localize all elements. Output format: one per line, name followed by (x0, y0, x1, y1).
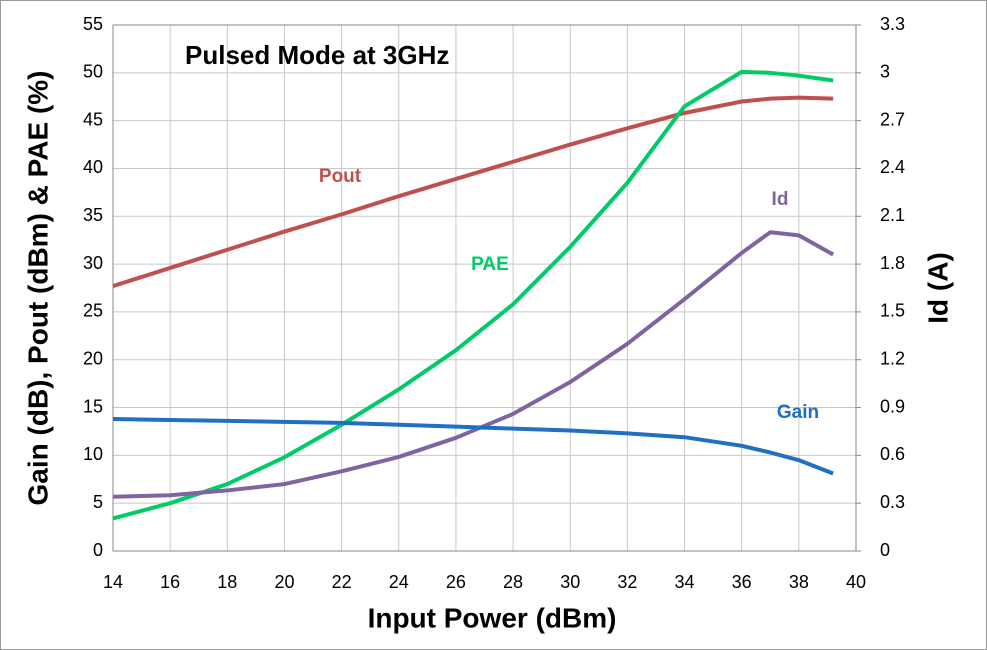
y2-tick-label: 1.5 (880, 301, 905, 321)
y2-tick-label: 0.9 (880, 396, 905, 416)
y2-tick-label: 1.8 (880, 253, 905, 273)
y-tick-label: 25 (83, 301, 103, 321)
x-tick-label: 28 (503, 572, 523, 592)
y-tick-label: 10 (83, 444, 103, 464)
y-tick-label: 55 (83, 14, 103, 34)
x-tick-label: 26 (446, 572, 466, 592)
y2-tick-label: 2.1 (880, 205, 905, 225)
x-tick-label: 30 (560, 572, 580, 592)
series-line (112, 230, 835, 499)
x-tick-label: 18 (217, 572, 237, 592)
x-tick-label: 14 (103, 572, 123, 592)
y-tick-label: 50 (83, 62, 103, 82)
y2-axis-label: Id (A) (922, 252, 953, 324)
x-tick-label: 24 (389, 572, 409, 592)
y-tick-label: 0 (93, 540, 103, 560)
x-tick-label: 36 (732, 572, 752, 592)
y-tick-label: 40 (83, 157, 103, 177)
series-label: Gain (777, 402, 819, 423)
x-tick-label: 22 (332, 572, 352, 592)
plot-area (112, 24, 857, 552)
series-line (112, 417, 834, 476)
x-axis-label: Input Power (dBm) (368, 602, 617, 633)
x-tick-label: 34 (675, 572, 695, 592)
x-tick-label: 38 (789, 572, 809, 592)
x-tick-label: 20 (274, 572, 294, 592)
x-tick-label: 32 (617, 572, 637, 592)
y2-tick-label: 0.6 (880, 444, 905, 464)
y-tick-label: 35 (83, 205, 103, 225)
series-line (112, 69, 834, 521)
y-tick-label: 45 (83, 109, 103, 129)
y2-tick-label: 3 (880, 62, 890, 82)
series-label: Pout (319, 166, 362, 187)
y-tick-label: 30 (83, 253, 103, 273)
y2-tick-label: 2.4 (880, 157, 905, 177)
series-label: Id (772, 189, 789, 210)
series-line (112, 95, 834, 288)
x-tick-label: 40 (846, 572, 866, 592)
x-tick-label: 16 (160, 572, 180, 592)
y-tick-label: 15 (83, 396, 103, 416)
y-tick-label: 20 (83, 348, 103, 368)
y2-tick-label: 3.3 (880, 14, 905, 34)
y-axis-label: Gain (dB), Pout (dBm) & PAE (%) (22, 71, 53, 506)
y2-tick-label: 1.2 (880, 348, 905, 368)
y2-tick-label: 0 (880, 540, 890, 560)
y-tick-label: 5 (93, 492, 103, 512)
chart-title: Pulsed Mode at 3GHz (185, 40, 449, 70)
series-label: PAE (471, 254, 509, 275)
y2-tick-label: 2.7 (880, 109, 905, 129)
y2-tick-label: 0.3 (880, 492, 905, 512)
